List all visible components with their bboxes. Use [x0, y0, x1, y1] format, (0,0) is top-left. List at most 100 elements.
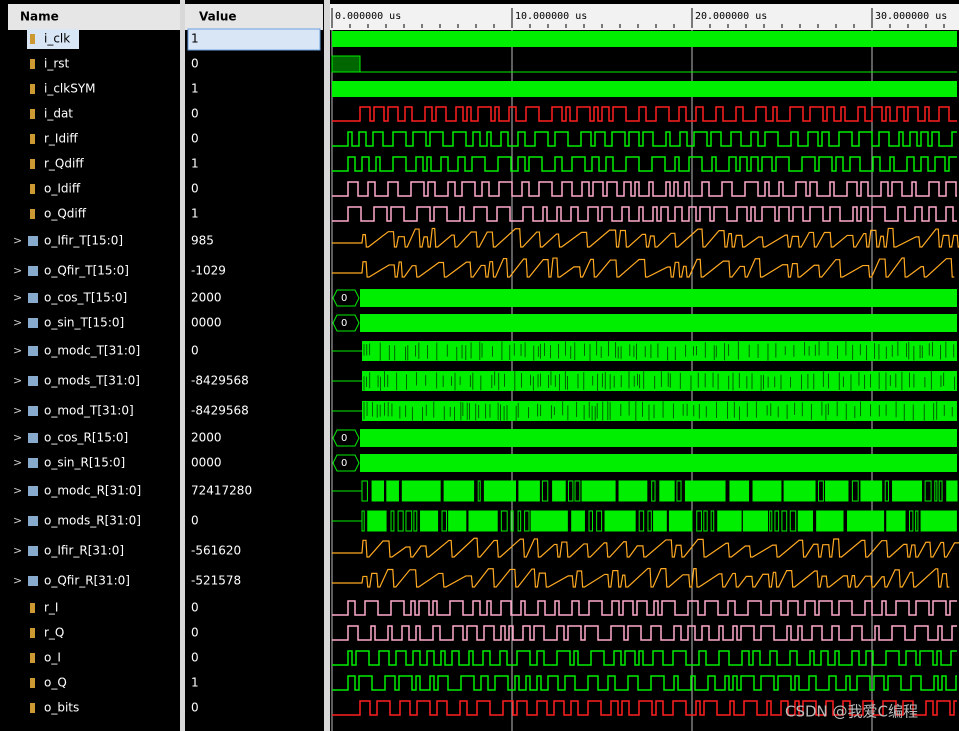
signal-name[interactable]: o_Qfir_R[31:0] [44, 574, 130, 588]
expand-toggle[interactable]: > [13, 456, 22, 469]
expand-toggle[interactable]: > [13, 234, 22, 247]
waveform [816, 510, 844, 532]
signal-name[interactable]: o_sin_T[15:0] [44, 316, 124, 330]
signal-value: 0 [191, 132, 199, 146]
watermark: CSDN @我爱C编程 [785, 703, 918, 721]
selected-value [187, 28, 321, 51]
signal-name[interactable]: r_Idiff [44, 132, 78, 146]
expand-toggle[interactable]: > [13, 316, 22, 329]
signal-icon [28, 458, 38, 468]
expand-toggle[interactable]: > [13, 291, 22, 304]
waveform [552, 480, 566, 502]
waveform [604, 510, 636, 532]
signal-name[interactable]: o_cos_R[15:0] [44, 431, 128, 445]
signal-name[interactable]: o_mods_R[31:0] [44, 514, 141, 528]
waveform [360, 289, 957, 307]
waveform [860, 480, 883, 502]
waveform [362, 341, 957, 361]
time-ruler [330, 4, 959, 30]
signal-icon [30, 678, 35, 688]
expand-toggle[interactable]: > [13, 574, 22, 587]
waveform [908, 510, 914, 532]
name-header [8, 4, 180, 30]
signal-name[interactable]: i_rst [44, 57, 70, 71]
waveform [517, 510, 522, 532]
signal-value: 1 [191, 32, 199, 46]
signal-icon [30, 134, 35, 144]
waveform [647, 510, 652, 532]
waveform [332, 675, 957, 691]
signal-name[interactable]: o_I [44, 651, 61, 665]
waveform [696, 510, 702, 532]
waveform [920, 510, 957, 532]
waveform [332, 206, 957, 222]
signal-name[interactable]: o_Idiff [44, 182, 81, 196]
signal-name[interactable]: r_I [44, 601, 58, 615]
signal-icon [28, 486, 38, 496]
expand-toggle[interactable]: > [13, 344, 22, 357]
signal-value: -521578 [191, 574, 241, 588]
signal-icon [28, 516, 38, 526]
signal-icon [28, 406, 38, 416]
signal-name[interactable]: r_Q [44, 626, 64, 640]
signal-name[interactable]: o_mods_T[31:0] [44, 374, 140, 388]
signal-name[interactable]: i_clk [44, 32, 70, 46]
signal-name[interactable]: i_dat [44, 107, 73, 121]
expand-toggle[interactable]: > [13, 484, 22, 497]
waveform [524, 510, 530, 532]
waveform [443, 480, 475, 502]
waveform [618, 480, 648, 502]
waveform [946, 480, 958, 502]
signal-name[interactable]: o_bits [44, 701, 79, 715]
signal-name[interactable]: o_Qfir_T[15:0] [44, 264, 129, 278]
expand-toggle[interactable]: > [13, 374, 22, 387]
expand-toggle[interactable]: > [13, 431, 22, 444]
signal-name[interactable]: i_clkSYM [44, 82, 96, 96]
expand-toggle[interactable]: > [13, 544, 22, 557]
signal-name[interactable]: o_Q [44, 676, 67, 690]
signal-icon [28, 266, 38, 276]
splitter[interactable] [180, 0, 185, 731]
signal-name[interactable]: o_Ifir_T[15:0] [44, 234, 123, 248]
waveform [710, 510, 715, 532]
signal-icon [28, 346, 38, 356]
waveform [915, 510, 919, 532]
waveform [924, 480, 932, 502]
signal-value: -561620 [191, 544, 241, 558]
signal-name[interactable]: o_modc_T[31:0] [44, 344, 140, 358]
signal-name[interactable]: o_sin_R[15:0] [44, 456, 125, 470]
splitter[interactable] [324, 0, 330, 731]
signal-value: 1 [191, 157, 199, 171]
signal-value: -1029 [191, 264, 226, 278]
waveform [789, 510, 797, 532]
expand-toggle[interactable]: > [13, 404, 22, 417]
signal-value: 0 [191, 651, 199, 665]
signal-name[interactable]: o_modc_R[31:0] [44, 484, 141, 498]
signal-name[interactable]: o_cos_T[15:0] [44, 291, 127, 305]
waveform [638, 510, 645, 532]
waveform [742, 510, 769, 532]
signal-value: 1 [191, 82, 199, 96]
expand-toggle[interactable]: > [13, 264, 22, 277]
signal-value: 0 [191, 57, 199, 71]
signal-icon [28, 433, 38, 443]
signal-name[interactable]: r_Qdiff [44, 157, 84, 171]
waveform [884, 480, 889, 502]
signal-name[interactable]: o_Ifir_R[31:0] [44, 544, 124, 558]
signal-name[interactable]: o_Qdiff [44, 207, 87, 221]
signal-name[interactable]: o_mod_T[31:0] [44, 404, 134, 418]
signal-value: 0 [191, 701, 199, 715]
expand-toggle[interactable]: > [13, 514, 22, 527]
signal-icon [28, 576, 38, 586]
waveform [332, 257, 955, 278]
waveform [684, 480, 726, 502]
waveform [651, 480, 656, 502]
signal-icon [30, 109, 35, 119]
waveform [332, 156, 957, 172]
signal-icon [28, 318, 38, 328]
waveform [483, 480, 517, 502]
signal-icon [30, 209, 35, 219]
waveform [332, 106, 957, 122]
